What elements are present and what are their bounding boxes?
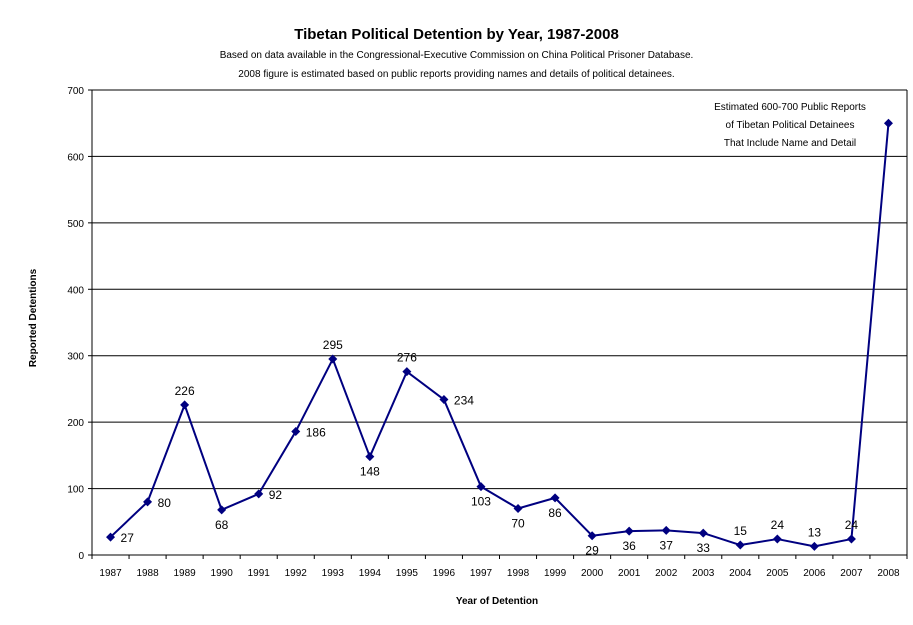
annotation-line: Estimated 600-700 Public Reports <box>714 102 866 113</box>
data-label: 36 <box>622 539 636 553</box>
data-point <box>661 525 671 535</box>
y-tick-label: 200 <box>67 418 84 429</box>
data-label: 295 <box>323 338 343 352</box>
data-point <box>735 540 745 550</box>
x-tick-label: 2004 <box>729 568 752 579</box>
data-label: 86 <box>548 506 562 520</box>
data-label: 24 <box>845 518 859 532</box>
data-point <box>365 452 375 462</box>
data-label: 148 <box>360 465 380 479</box>
y-tick-label: 400 <box>67 285 84 296</box>
data-point <box>143 497 153 507</box>
plot-area <box>92 90 907 555</box>
data-label: 80 <box>158 496 172 510</box>
data-point <box>772 534 782 544</box>
x-tick-label: 2006 <box>803 568 826 579</box>
x-axis-ticks: 1987 1988 1989 1990 1991 1992 1993 1994 1995 1996… <box>91 555 908 579</box>
data-label: 37 <box>660 538 674 552</box>
data-label: 186 <box>306 425 326 439</box>
data-point <box>513 504 523 513</box>
data-point <box>291 426 301 436</box>
chart-subtitle-line-2: 2008 figure is estimated based on public… <box>238 69 675 80</box>
data-label: 234 <box>454 394 474 408</box>
gridlines <box>92 89 907 490</box>
x-tick-label: 2008 <box>877 568 900 579</box>
data-label: 70 <box>511 517 525 531</box>
y-tick-label: 0 <box>78 551 84 562</box>
data-label: 24 <box>771 518 785 532</box>
x-tick-label: 1995 <box>396 568 419 579</box>
data-point <box>439 395 449 405</box>
x-tick-label: 2005 <box>766 568 789 579</box>
series-detentions <box>106 118 893 551</box>
chart-title: Tibetan Political Detention by Year, 198… <box>294 26 619 43</box>
series-line <box>109 123 890 548</box>
data-label: 226 <box>175 384 195 398</box>
data-label: 68 <box>215 518 229 532</box>
x-tick-label: 1989 <box>173 568 196 579</box>
data-point <box>809 541 819 551</box>
data-point <box>883 118 893 128</box>
data-point <box>476 482 486 492</box>
x-tick-label: 1988 <box>136 568 159 579</box>
data-point <box>402 367 412 377</box>
y-axis-label: Reported Detentions <box>28 268 39 367</box>
annotation-2008: Estimated 600-700 Public Reports of Tibet… <box>714 102 866 149</box>
y-tick-label: 300 <box>67 352 84 363</box>
annotation-line: That Include Name and Detail <box>724 138 856 149</box>
x-tick-label: 2001 <box>618 568 641 579</box>
x-tick-label: 2007 <box>840 568 863 579</box>
data-point <box>846 534 856 544</box>
data-point <box>587 531 597 541</box>
data-point <box>180 400 190 410</box>
x-tick-label: 1990 <box>211 568 234 579</box>
data-label: 33 <box>697 541 711 555</box>
x-tick-label: 1996 <box>433 568 456 579</box>
x-tick-label: 1998 <box>507 568 530 579</box>
x-tick-label: 1993 <box>322 568 345 579</box>
x-tick-label: 1999 <box>544 568 567 579</box>
chart-subtitle-line-1: Based on data available in the Congressi… <box>219 50 694 61</box>
data-label: 92 <box>269 488 283 502</box>
data-label: 13 <box>808 525 822 539</box>
data-point <box>328 354 338 364</box>
y-tick-label: 500 <box>67 219 84 230</box>
y-tick-label: 600 <box>67 152 84 163</box>
annotation-line: of Tibetan Political Detainees <box>726 120 855 131</box>
x-tick-label: 2002 <box>655 568 678 579</box>
data-point <box>254 489 264 499</box>
x-tick-label: 1991 <box>248 568 271 579</box>
y-tick-label: 100 <box>67 485 84 496</box>
data-label: 29 <box>585 544 599 558</box>
data-point <box>106 532 116 542</box>
data-point <box>217 505 227 515</box>
x-tick-label: 2003 <box>692 568 715 579</box>
data-label: 276 <box>397 351 417 365</box>
data-point <box>698 528 708 538</box>
x-tick-label: 1997 <box>470 568 493 579</box>
data-point <box>550 493 560 503</box>
y-tick-label: 700 <box>67 86 84 97</box>
x-tick-label: 1992 <box>285 568 308 579</box>
data-label: 15 <box>734 524 748 538</box>
x-axis-label: Year of Detention <box>456 596 538 607</box>
x-tick-label: 1987 <box>99 568 122 579</box>
data-label: 27 <box>121 531 135 545</box>
data-labels: 27 80 226 68 92 186 295 148 276 234 103 70 86 29 36 37 3… <box>121 338 859 558</box>
y-axis-ticks: 0 100 200 300 400 500 600 700 <box>67 86 92 562</box>
x-tick-label: 1994 <box>359 568 382 579</box>
data-point <box>624 526 634 536</box>
data-label: 103 <box>471 495 491 509</box>
x-tick-label: 2000 <box>581 568 604 579</box>
